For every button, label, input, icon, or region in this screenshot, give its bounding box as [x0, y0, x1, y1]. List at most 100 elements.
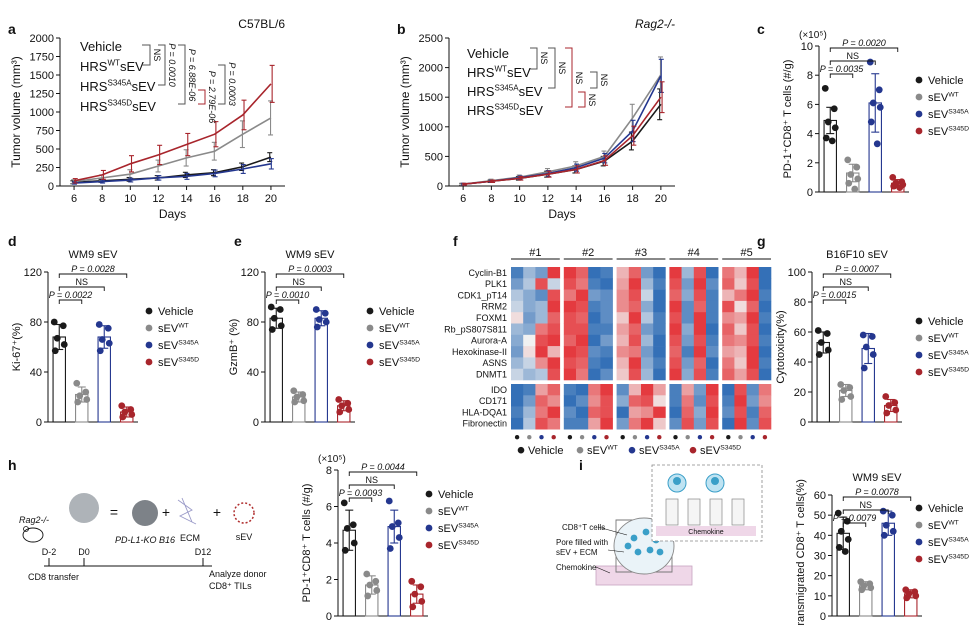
g-point — [860, 364, 868, 372]
i-pore-label: Pore filled with — [556, 538, 608, 547]
g-legend-marker — [915, 334, 923, 342]
f-row-label: PLK1 — [485, 279, 507, 289]
f-heat-cell — [746, 346, 760, 358]
f-heat-cell — [588, 278, 601, 290]
d-point — [119, 413, 127, 421]
h-legend-label-0: Vehicle — [438, 489, 473, 501]
f-column-marker — [620, 435, 625, 440]
f-heat-cell — [758, 267, 772, 279]
f-heat-cell — [734, 417, 747, 430]
e-stat-bracket — [275, 273, 345, 278]
g-stat-label: NS — [839, 277, 852, 287]
f-heat-cell — [734, 334, 747, 347]
c-point — [896, 184, 904, 192]
d-legend-label-3: sEVS345D — [158, 356, 199, 369]
h-stat-label: P = 0.0044 — [361, 462, 404, 472]
h-mouse-label: Rag2-/- — [19, 515, 49, 525]
h-legend-label-3: sEVS345D — [438, 539, 479, 552]
f-heat-cell — [616, 334, 630, 347]
f-heat-cell — [535, 334, 548, 347]
g-y-tick-label: 0 — [800, 417, 806, 429]
f-heat-cell — [681, 384, 695, 396]
f-heat-cell — [588, 334, 601, 347]
a-legend-1: HRSWTsEV — [80, 59, 144, 74]
f-heat-cell — [669, 267, 682, 279]
a-x-tick-label: 8 — [99, 193, 105, 205]
a-stat-bracket — [218, 64, 226, 105]
h-point — [395, 534, 403, 541]
panel-g-bar-chart: 0 20 40 60 80 100 Cytotoxicity(%) B16F10 sEV P =… — [775, 249, 969, 429]
f-heat-cell — [600, 300, 613, 313]
f-column-marker — [579, 435, 585, 440]
f-heat-cell — [616, 368, 630, 381]
panel-letter-b: b — [397, 21, 406, 37]
c-stat-label: P = 0.0020 — [842, 38, 885, 48]
f-heat-cell — [547, 334, 561, 347]
f-heat-cell — [511, 267, 524, 279]
f-heat-cell — [588, 368, 601, 381]
mouse-icon — [22, 527, 44, 543]
f-row-label: Fibronectin — [462, 419, 507, 429]
f-heat-cell — [746, 334, 760, 347]
a-x-label: Days — [159, 207, 186, 221]
d-stat-bracket — [58, 273, 128, 278]
f-heat-cell — [669, 289, 682, 302]
f-heat-cell — [734, 357, 747, 369]
h-point — [363, 570, 371, 578]
g-stat-bracket — [822, 299, 847, 304]
e-y-tick-label: 120 — [241, 267, 259, 279]
h-y-tick-label: 4 — [326, 538, 332, 550]
f-heat-cell — [547, 368, 561, 381]
d-y-tick-label: 0 — [36, 417, 42, 429]
h-y-tick-label: 8 — [326, 465, 332, 477]
f-heat-cell — [669, 334, 682, 347]
f-heat-cell — [653, 406, 666, 419]
e-legend-label-2: sEVS345A — [379, 339, 420, 352]
c-point — [853, 163, 861, 171]
f-heat-cell — [600, 278, 613, 290]
f-heat-cell — [523, 312, 536, 324]
c-stat-label: NS — [846, 51, 859, 61]
f-column-marker — [551, 435, 556, 440]
d-point — [83, 396, 91, 403]
f-heat-cell — [681, 406, 695, 419]
f-heat-cell — [653, 368, 666, 381]
f-heat-cell — [681, 395, 695, 407]
i-point — [844, 535, 852, 543]
e-point — [335, 396, 343, 403]
f-column-marker — [567, 435, 573, 440]
c-legend-label-0: Vehicle — [928, 75, 963, 87]
f-heat-cell — [746, 406, 760, 419]
h-analyze-label-2: CD8⁺ TILs — [209, 581, 252, 591]
f-heat-cell — [669, 395, 682, 407]
a-y-tick-label: 750 — [36, 126, 54, 138]
b-stat-label: NS — [574, 72, 584, 85]
f-column-marker — [673, 435, 678, 440]
a-x-tick-label: 16 — [209, 193, 221, 205]
h-legend-label-1: sEVWT — [438, 505, 469, 518]
d-point — [51, 347, 59, 355]
f-heat-cell — [669, 278, 682, 290]
f-legend-label-3: sEVS345D — [700, 445, 741, 458]
f-heat-cell — [523, 357, 536, 369]
f-heat-cell — [563, 395, 577, 407]
i-legend-marker — [915, 538, 923, 546]
a-stat-bracket — [198, 89, 206, 105]
f-heat-cell — [576, 334, 589, 347]
e-stat-bracket — [275, 299, 300, 304]
f-heat-cell — [706, 395, 719, 407]
i-y-label: Transmigrated CD8⁺ T cells(%) — [795, 479, 807, 625]
a-x-tick-label: 10 — [124, 193, 136, 205]
f-heat-cell — [681, 323, 695, 336]
f-heat-cell — [641, 357, 654, 369]
f-heat-cell — [511, 334, 524, 347]
f-heat-cell — [653, 312, 666, 324]
f-heat-cell — [535, 368, 548, 381]
f-row-label: ASNS — [482, 358, 507, 368]
f-heat-cell — [669, 357, 682, 369]
f-heat-cell — [628, 384, 642, 396]
b-stat-label: NS — [587, 94, 597, 107]
f-heat-cell — [628, 334, 642, 347]
panel-letter-c: c — [757, 21, 765, 37]
f-heat-cell — [641, 300, 654, 313]
